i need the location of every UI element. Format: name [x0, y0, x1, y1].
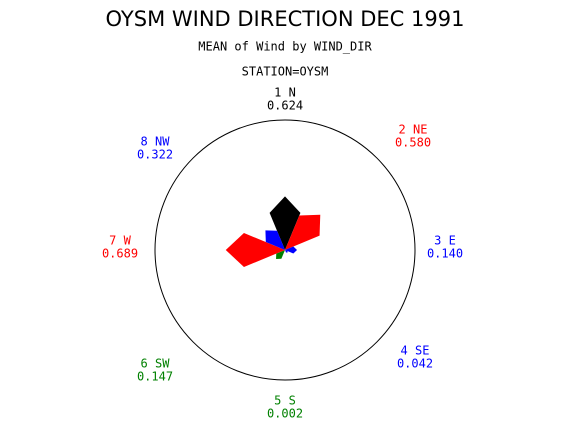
frame-circle [154, 119, 416, 381]
value-label: 0.624 [267, 99, 303, 113]
star-wedge [269, 196, 301, 250]
star-wedge [285, 214, 321, 250]
value-label: 0.042 [397, 357, 433, 371]
spoke-label: 7 W [109, 234, 131, 248]
chart-title: OYSM WIND DIRECTION DEC 1991 [106, 7, 465, 31]
value-label: 0.140 [427, 247, 463, 261]
value-label: 0.580 [395, 136, 431, 150]
spoke-label: 6 SW [141, 357, 171, 371]
star-wedge [276, 250, 285, 259]
chart-subtitle: MEAN of Wind by WIND_DIR [198, 40, 372, 54]
star-wedge [285, 246, 298, 254]
spoke-label: 4 SE [401, 344, 430, 358]
spoke-label: 1 N [274, 86, 296, 100]
value-label: 0.002 [267, 407, 303, 421]
group-label: STATION=OYSM [242, 65, 329, 79]
spoke-label: 5 S [274, 394, 296, 408]
star-wedge [265, 230, 285, 250]
value-label: 0.147 [137, 370, 173, 384]
star-wedge [285, 250, 288, 253]
spoke-label: 2 NE [399, 123, 428, 137]
spoke-label: 3 E [434, 234, 456, 248]
spoke-label: 8 NW [141, 135, 171, 149]
value-label: 0.322 [137, 148, 173, 162]
value-label: 0.689 [102, 247, 138, 261]
star-wedge [225, 232, 285, 268]
